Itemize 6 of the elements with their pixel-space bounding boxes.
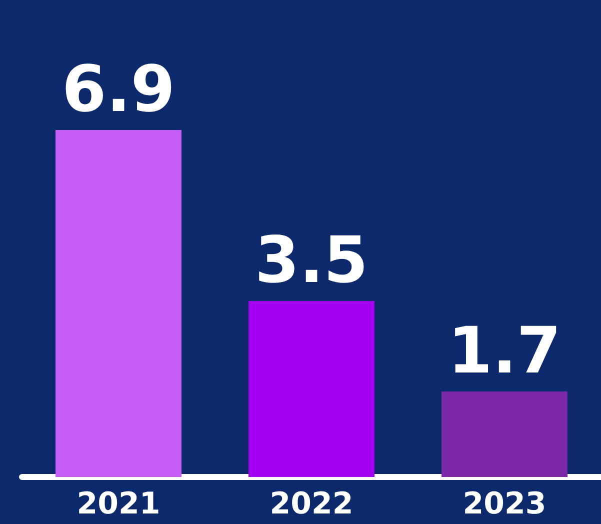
data-label: 6.9 bbox=[62, 53, 176, 127]
data-label: 3.5 bbox=[254, 224, 368, 298]
data-label: 1.7 bbox=[448, 314, 562, 389]
x-tick-label: 2021 bbox=[76, 486, 160, 522]
x-tick-label: 2022 bbox=[270, 486, 354, 522]
x-tick-label: 2023 bbox=[462, 486, 546, 522]
